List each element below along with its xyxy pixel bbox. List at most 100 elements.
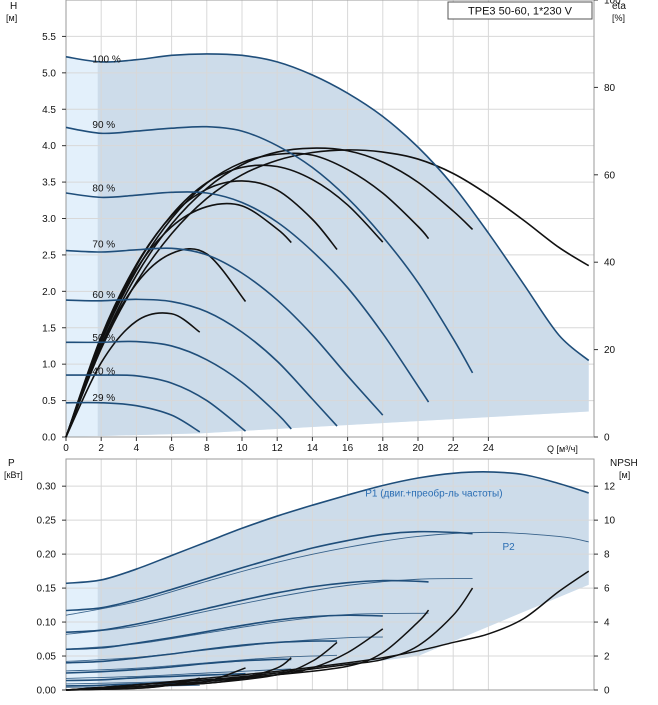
- p-tick-label: 0.10: [37, 618, 57, 629]
- npsh-tick-label: 12: [604, 482, 616, 493]
- y-tick-label: 5.5: [42, 32, 56, 43]
- x-tick-label: 2: [98, 443, 104, 454]
- npsh-tick-label: 2: [604, 652, 610, 663]
- speed-curve-label: 80 %: [92, 183, 115, 194]
- y-tick-label: 3.0: [42, 214, 56, 225]
- title-box: [447, 1, 593, 20]
- speed-curve-label: 40 %: [92, 366, 115, 377]
- p1-curve: [65, 640, 338, 664]
- y2-tick-label: 80: [604, 83, 616, 94]
- x-tick-label: 18: [377, 443, 389, 454]
- efficiency-curve: [65, 202, 292, 438]
- npsh-tick-label: 4: [604, 618, 610, 629]
- speed-curve-label: 60 %: [92, 290, 115, 301]
- x-tick-label: 0: [63, 443, 69, 454]
- power-area: [97, 471, 589, 687]
- y-axis-unit-h: [м]: [6, 13, 17, 23]
- y2-tick-label: 40: [604, 258, 616, 269]
- npsh-curve: [65, 677, 200, 691]
- y2-axis-label-eta: eta: [612, 1, 626, 12]
- efficiency-curve: [65, 180, 338, 438]
- y-tick-label: 3.5: [42, 178, 56, 189]
- y-tick-label: 2.0: [42, 287, 56, 298]
- y-axis-unit-p: [кВт]: [4, 470, 23, 480]
- speed-curve: [65, 247, 384, 416]
- y2-axis-label-npsh: NPSH: [610, 458, 638, 469]
- y-tick-label: 1.5: [42, 323, 56, 334]
- p1-series-label: P1 (двиг.+преобр-ль частоты): [365, 487, 502, 499]
- y-tick-label: 4.5: [42, 105, 56, 116]
- y-tick-label: 4.0: [42, 141, 56, 152]
- y2-axis-unit-npsh: [м]: [619, 470, 630, 480]
- p1-curve: [65, 614, 383, 651]
- speed-curve: [65, 374, 247, 432]
- speed-curve-label: 50 %: [92, 333, 115, 344]
- speed-curve: [65, 53, 590, 362]
- top-panel-background: [65, 0, 595, 438]
- y-tick-label: 0.5: [42, 396, 56, 407]
- p-tick-label: 0.30: [37, 482, 57, 493]
- x-tick-label: 20: [412, 443, 424, 454]
- p1-curve: [65, 530, 473, 612]
- efficiency-curve: [65, 149, 590, 438]
- npsh-tick-label: 6: [604, 584, 610, 595]
- x-tick-label: 8: [204, 443, 210, 454]
- npsh-tick-label: 10: [604, 516, 616, 527]
- chart-title: TPE3 50-60, 1*230 V: [468, 6, 573, 18]
- speed-curve-label: 90 %: [92, 120, 115, 131]
- y2-tick-label: 60: [604, 170, 616, 181]
- x-tick-label: 24: [483, 443, 495, 454]
- speed-curve-label: 70 %: [92, 240, 115, 251]
- p1-curve: [65, 471, 589, 585]
- npsh-curve: [65, 609, 430, 691]
- p1-curve: [65, 672, 246, 682]
- y2-tick-label: 0: [604, 433, 610, 444]
- y2-tick-label: 20: [604, 345, 616, 356]
- npsh-tick-label: 0: [604, 686, 610, 697]
- speed-curve: [65, 191, 430, 403]
- x-tick-label: 6: [169, 443, 175, 454]
- speed-curve-label: 29 %: [92, 393, 115, 404]
- y-axis-label-h: H: [10, 1, 17, 12]
- y-axis-label-p: P: [8, 458, 15, 469]
- y-tick-label: 1.0: [42, 360, 56, 371]
- speed-curve: [65, 401, 201, 433]
- x-axis-label-q: Q [м³/ч]: [547, 444, 578, 454]
- y-tick-label: 2.5: [42, 250, 56, 261]
- speed-curve: [65, 340, 292, 430]
- p2-curve: [65, 636, 383, 662]
- speed-curve: [65, 125, 474, 374]
- x-tick-label: 22: [448, 443, 460, 454]
- speed-curve: [65, 298, 338, 427]
- p1-curve: [65, 579, 429, 634]
- y-tick-label: 0.0: [42, 433, 56, 444]
- p-tick-label: 0.25: [37, 516, 57, 527]
- npsh-tick-label: 8: [604, 550, 610, 561]
- p2-series-label: P2: [502, 542, 515, 553]
- chart-marks: 0 2 4 6 8 10 12 14 16 18 20 22 240.00.51.01.52.02.53…: [37, 0, 621, 697]
- x-tick-label: 14: [307, 443, 319, 454]
- x-tick-label: 4: [134, 443, 140, 454]
- y2-tick-label: 100: [604, 0, 621, 7]
- efficiency-curve: [65, 147, 474, 438]
- p-tick-label: 0.00: [37, 686, 57, 697]
- p-tick-label: 0.05: [37, 652, 57, 663]
- speed-curve-label: 100 %: [92, 55, 120, 66]
- p1-curve: [65, 658, 292, 674]
- x-tick-label: 12: [272, 443, 284, 454]
- x-tick-label: 10: [236, 443, 248, 454]
- operating-area: [97, 53, 589, 437]
- y-tick-label: 5.0: [42, 68, 56, 79]
- p2-curve: [65, 668, 292, 679]
- bottom-plot-frame: [65, 458, 595, 691]
- x-tick-label: 16: [342, 443, 354, 454]
- p-tick-label: 0.15: [37, 584, 57, 595]
- npsh-curve: [65, 657, 292, 691]
- p2-curve: [65, 531, 589, 616]
- p2-curve: [65, 578, 473, 635]
- efficiency-curve: [65, 312, 201, 438]
- y2-axis-unit-eta: [%]: [612, 13, 625, 23]
- p-tick-label: 0.20: [37, 550, 57, 561]
